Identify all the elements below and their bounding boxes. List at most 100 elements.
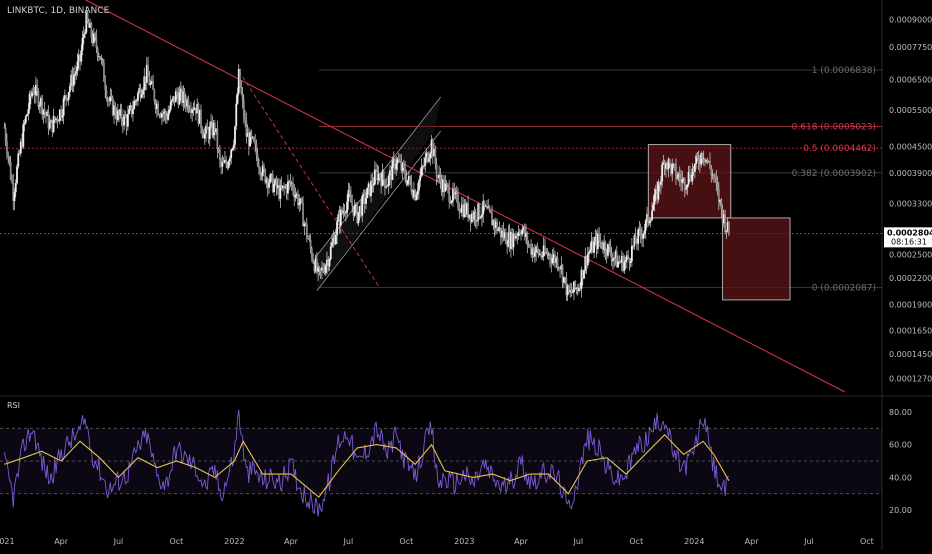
candle-body bbox=[638, 228, 641, 230]
candle-body bbox=[445, 183, 448, 185]
candle-body bbox=[255, 144, 258, 155]
candle-body bbox=[487, 206, 490, 209]
candle-body bbox=[395, 163, 398, 170]
candle-body bbox=[443, 179, 446, 192]
candle-body bbox=[465, 203, 468, 215]
candle-body bbox=[676, 177, 679, 179]
candle-body bbox=[644, 220, 647, 231]
candle-body bbox=[420, 167, 423, 176]
candle-body bbox=[366, 187, 369, 198]
candle-body bbox=[139, 88, 142, 98]
candle-body bbox=[48, 122, 51, 129]
candle-body bbox=[429, 153, 432, 159]
candle-body bbox=[695, 155, 698, 164]
candle-body bbox=[100, 58, 103, 60]
fib-level-label: 0.618 (0.0005023) bbox=[792, 123, 876, 133]
candle-body bbox=[700, 153, 703, 165]
candle-body bbox=[116, 110, 119, 120]
candle-body bbox=[486, 205, 488, 209]
candle-body bbox=[111, 97, 114, 116]
main-trendline bbox=[85, 0, 846, 393]
candle-body bbox=[508, 232, 511, 249]
candle-body bbox=[570, 290, 573, 293]
candle-body bbox=[193, 107, 196, 110]
candle-body bbox=[31, 91, 34, 97]
candle-body bbox=[589, 250, 592, 252]
candle-body bbox=[254, 141, 257, 145]
candle-body bbox=[7, 153, 10, 158]
candle-body bbox=[419, 175, 422, 181]
candle-body bbox=[491, 213, 493, 226]
candle-body bbox=[142, 90, 144, 95]
candle-body bbox=[22, 124, 25, 147]
candle-body bbox=[675, 165, 677, 179]
candle-body bbox=[382, 170, 385, 180]
candle-body bbox=[613, 257, 616, 259]
channel-fill bbox=[314, 97, 441, 291]
candle-body bbox=[665, 163, 667, 169]
candle-body bbox=[119, 109, 122, 116]
candle-body bbox=[686, 184, 689, 188]
candle-body bbox=[79, 54, 81, 62]
symbol-label: LINKBTC, 1D, BINANCE bbox=[7, 6, 110, 16]
candle-body bbox=[680, 178, 682, 183]
candle-body bbox=[670, 163, 672, 174]
candle-body bbox=[527, 243, 530, 245]
fib-level-label: 0.5 (0.0004462) bbox=[803, 144, 876, 154]
candle-body bbox=[496, 221, 498, 231]
candle-body bbox=[360, 206, 362, 216]
candle-body bbox=[158, 114, 161, 116]
candle-body bbox=[205, 125, 207, 134]
candle-body bbox=[435, 164, 438, 177]
candle-body bbox=[651, 210, 653, 220]
candle-body bbox=[318, 266, 321, 269]
candle-body bbox=[373, 169, 376, 185]
candle-body bbox=[148, 76, 151, 85]
candle-body bbox=[614, 251, 617, 258]
candle-body bbox=[627, 255, 630, 259]
candle-body bbox=[203, 133, 206, 139]
candle-body bbox=[502, 230, 505, 238]
candle-body bbox=[416, 190, 419, 195]
candle-body bbox=[501, 230, 504, 238]
candle-body bbox=[634, 235, 637, 243]
candle-body bbox=[41, 97, 44, 115]
candle-body bbox=[56, 118, 59, 122]
candle-body bbox=[67, 92, 70, 100]
candle-body bbox=[71, 74, 74, 86]
candle-body bbox=[274, 179, 277, 184]
candle-body bbox=[559, 267, 561, 270]
candle-body bbox=[314, 258, 317, 272]
candle-body bbox=[702, 158, 705, 160]
candle-body bbox=[211, 121, 214, 136]
candle-body bbox=[532, 248, 535, 257]
candle-body bbox=[55, 118, 57, 121]
candle-body bbox=[283, 185, 286, 188]
candle-body bbox=[459, 211, 462, 213]
candle-body bbox=[37, 91, 40, 107]
candle-body bbox=[722, 214, 725, 224]
candle-body bbox=[324, 265, 327, 273]
candle-body bbox=[681, 179, 684, 183]
candle-body bbox=[231, 148, 234, 150]
candle-body bbox=[212, 122, 215, 136]
price-tick-label: 0.0001450 bbox=[889, 350, 932, 359]
candle-body bbox=[167, 113, 170, 120]
candle-body bbox=[284, 186, 287, 188]
candle-body bbox=[546, 252, 549, 256]
time-tick-label: Oct bbox=[399, 537, 413, 546]
candle-body bbox=[476, 220, 478, 222]
candle-body bbox=[726, 221, 729, 231]
candle-body bbox=[252, 137, 255, 142]
candle-body bbox=[155, 104, 158, 110]
candle-body bbox=[536, 246, 539, 250]
candle-body bbox=[200, 109, 202, 128]
candle-body bbox=[263, 165, 265, 170]
candle-body bbox=[90, 23, 93, 38]
candle-body bbox=[140, 94, 143, 98]
candle-body bbox=[653, 193, 656, 205]
candle-body bbox=[157, 104, 160, 115]
candle-body bbox=[658, 182, 661, 185]
